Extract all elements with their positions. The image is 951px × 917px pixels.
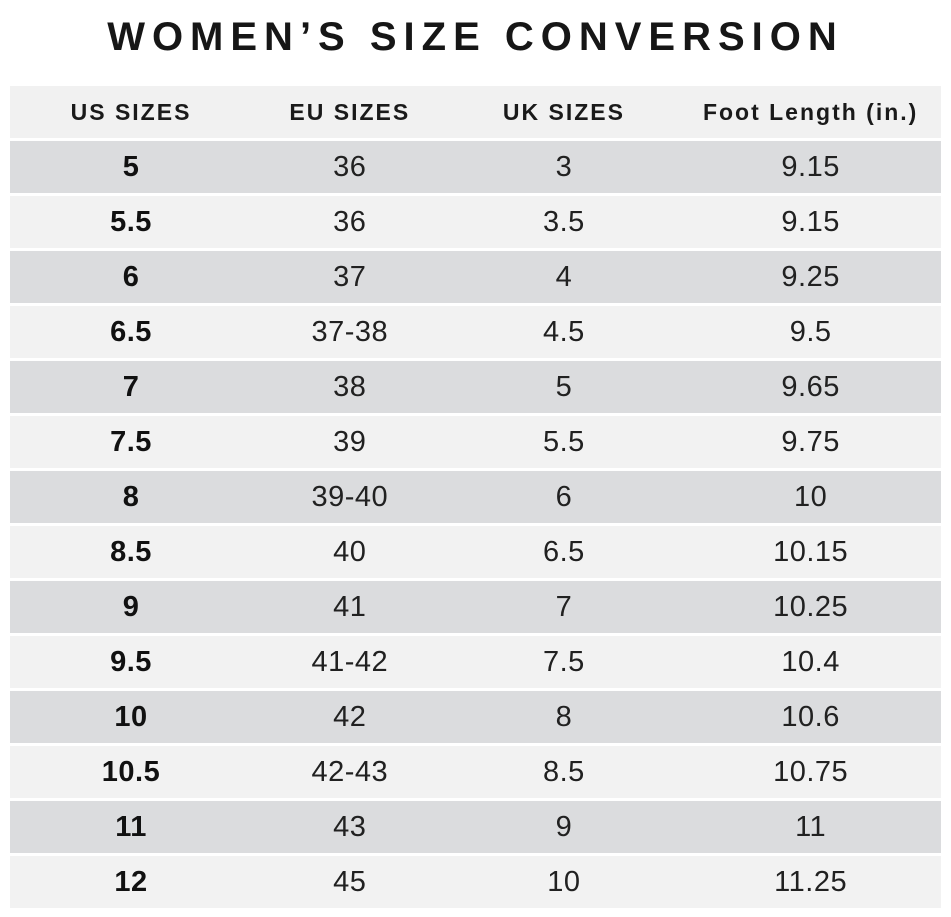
us-size-cell: 8 [122, 480, 140, 513]
us-size-cell: 8.5 [110, 535, 152, 568]
column-header-us-sizes: US SIZES [70, 98, 192, 125]
eu-size-cell: 41 [333, 590, 367, 623]
eu-size-cell: 42 [333, 700, 367, 733]
uk-size-cell: 7.5 [543, 645, 585, 678]
foot-length-cell: 9.15 [781, 150, 840, 183]
table-row: 11 43 9 11 [10, 801, 941, 853]
uk-size-cell: 8.5 [543, 755, 585, 788]
foot-length-cell: 10.6 [781, 700, 840, 733]
uk-size-cell: 5 [555, 370, 573, 403]
table-row: 8 39-40 6 10 [10, 471, 941, 523]
uk-size-cell: 6.5 [543, 535, 585, 568]
table-row: 5.5 36 3.5 9.15 [10, 196, 941, 248]
us-size-cell: 9.5 [110, 645, 152, 678]
table-row: 6 37 4 9.25 [10, 251, 941, 303]
table-row: 7.5 39 5.5 9.75 [10, 416, 941, 468]
uk-size-cell: 3 [555, 150, 573, 183]
uk-size-cell: 3.5 [543, 205, 585, 238]
foot-length-cell: 10.75 [773, 755, 849, 788]
table-row: 9 41 7 10.25 [10, 581, 941, 633]
size-conversion-table: US SIZES EU SIZES UK SIZES Foot Length (… [10, 86, 941, 908]
column-header-uk-sizes: UK SIZES [502, 98, 625, 125]
uk-size-cell: 4.5 [543, 315, 585, 348]
us-size-cell: 5 [122, 150, 140, 183]
table-row: 10 42 8 10.6 [10, 691, 941, 743]
us-size-cell: 5.5 [110, 205, 152, 238]
us-size-cell: 7.5 [110, 425, 152, 458]
us-size-cell: 12 [114, 865, 148, 898]
us-size-cell: 6.5 [110, 315, 152, 348]
table-row: 12 45 10 11.25 [10, 856, 941, 908]
eu-size-cell: 39-40 [311, 480, 389, 513]
column-header-eu-sizes: EU SIZES [289, 98, 411, 125]
eu-size-cell: 40 [333, 535, 367, 568]
us-size-cell: 6 [122, 260, 140, 293]
foot-length-cell: 9.65 [781, 370, 840, 403]
eu-size-cell: 37 [333, 260, 367, 293]
us-size-cell: 9 [122, 590, 140, 623]
uk-size-cell: 8 [555, 700, 573, 733]
table-body: 5 36 3 9.15 5.5 36 3.5 9.15 6 37 4 9.25 6.5 37-38 4.5 9… [10, 141, 941, 908]
eu-size-cell: 37-38 [311, 315, 389, 348]
foot-length-cell: 10.4 [781, 645, 840, 678]
foot-length-cell: 9.15 [781, 205, 840, 238]
uk-size-cell: 7 [555, 590, 573, 623]
eu-size-cell: 45 [333, 865, 367, 898]
table-row: 9.5 41-42 7.5 10.4 [10, 636, 941, 688]
table-row: 5 36 3 9.15 [10, 141, 941, 193]
eu-size-cell: 39 [333, 425, 367, 458]
table-row: 7 38 5 9.65 [10, 361, 941, 413]
table-header-row: US SIZES EU SIZES UK SIZES Foot Length (… [10, 86, 941, 138]
eu-size-cell: 43 [333, 810, 367, 843]
foot-length-cell: 9.75 [781, 425, 840, 458]
table-row: 8.5 40 6.5 10.15 [10, 526, 941, 578]
eu-size-cell: 41-42 [311, 645, 389, 678]
foot-length-cell: 10 [794, 480, 828, 513]
eu-size-cell: 36 [333, 150, 367, 183]
foot-length-cell: 11.25 [774, 865, 848, 898]
uk-size-cell: 6 [555, 480, 573, 513]
uk-size-cell: 4 [555, 260, 573, 293]
uk-size-cell: 5.5 [543, 425, 585, 458]
us-size-cell: 10.5 [101, 755, 161, 788]
us-size-cell: 7 [122, 370, 140, 403]
foot-length-cell: 9.5 [789, 315, 832, 348]
foot-length-cell: 9.25 [781, 260, 840, 293]
column-header-foot-length: Foot Length (in.) [702, 98, 919, 125]
uk-size-cell: 10 [547, 865, 581, 898]
foot-length-cell: 11 [795, 810, 827, 843]
table-row: 10.5 42-43 8.5 10.75 [10, 746, 941, 798]
table-row: 6.5 37-38 4.5 9.5 [10, 306, 941, 358]
foot-length-cell: 10.25 [773, 590, 849, 623]
eu-size-cell: 38 [333, 370, 367, 403]
us-size-cell: 11 [115, 810, 147, 843]
foot-length-cell: 10.15 [773, 535, 849, 568]
page-title: WOMEN’S SIZE CONVERSION [107, 15, 844, 59]
uk-size-cell: 9 [555, 810, 573, 843]
eu-size-cell: 42-43 [311, 755, 389, 788]
eu-size-cell: 36 [333, 205, 367, 238]
us-size-cell: 10 [114, 700, 148, 733]
